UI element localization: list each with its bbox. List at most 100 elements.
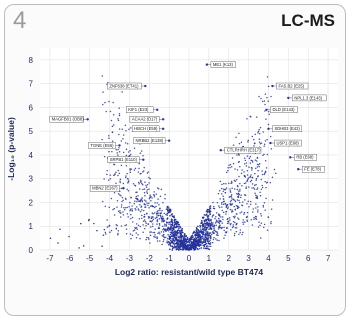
data-point (251, 169, 253, 171)
data-point (164, 236, 167, 239)
data-point (199, 228, 202, 230)
data-point (121, 200, 123, 203)
data-point (135, 236, 138, 239)
data-point (166, 237, 169, 240)
data-point (222, 211, 225, 214)
data-point (212, 222, 214, 224)
data-point (174, 230, 177, 232)
data-point (230, 195, 233, 198)
data-point (188, 242, 191, 244)
data-point (156, 240, 159, 242)
point-label-text: RB (E68) (296, 155, 314, 160)
data-point (224, 234, 226, 237)
data-point (190, 248, 192, 250)
x-tick-label: -1 (166, 254, 174, 263)
data-point (235, 213, 238, 215)
data-point (125, 154, 128, 157)
data-point (155, 193, 158, 195)
data-point (218, 205, 220, 207)
data-point (203, 247, 205, 249)
data-point (224, 231, 227, 233)
data-point (255, 218, 258, 221)
data-point (159, 207, 161, 210)
point-label-text: FAS.B2 (E25) (278, 83, 304, 88)
data-point (181, 244, 184, 247)
data-point (184, 248, 187, 250)
data-point (183, 233, 186, 236)
data-point (186, 238, 188, 241)
data-point (243, 211, 246, 214)
data-point (129, 233, 132, 235)
data-point (216, 239, 218, 241)
data-point (246, 203, 248, 205)
data-point (109, 231, 111, 233)
data-point (157, 198, 159, 200)
data-point (226, 222, 229, 225)
data-point (208, 211, 211, 214)
data-point (166, 212, 169, 215)
y-tick-label: 7 (29, 80, 34, 89)
data-point (164, 193, 166, 196)
data-point (168, 235, 171, 237)
data-point (259, 143, 262, 145)
data-point (141, 171, 144, 173)
data-point (178, 227, 180, 230)
data-point (146, 213, 148, 215)
data-point (180, 236, 183, 239)
data-point (159, 232, 161, 235)
data-point (228, 182, 230, 184)
data-point (247, 141, 249, 143)
data-point (233, 234, 236, 237)
data-point (199, 224, 201, 227)
data-point (207, 215, 210, 217)
data-point (129, 171, 132, 173)
data-point (221, 187, 223, 190)
data-point (256, 163, 259, 166)
data-point (223, 237, 225, 239)
y-tick-label: 3 (29, 175, 34, 184)
data-point (138, 162, 140, 165)
data-point (150, 221, 153, 223)
data-point (233, 179, 236, 182)
data-point (230, 180, 233, 183)
data-point (211, 223, 214, 226)
data-point (200, 247, 203, 249)
data-point (169, 233, 172, 236)
data-point (118, 151, 121, 153)
data-point (235, 192, 238, 195)
data-point (118, 107, 120, 109)
data-point (231, 187, 233, 189)
data-point (246, 220, 249, 222)
data-point (117, 148, 119, 151)
data-point (196, 243, 199, 246)
data-point (237, 161, 240, 164)
data-point (265, 197, 267, 200)
data-point (179, 248, 182, 251)
data-point (205, 245, 208, 248)
data-point (208, 240, 211, 243)
point-label-text: SRPB1 (E110) (110, 157, 138, 162)
point-label: FE (E78) (302, 165, 325, 173)
data-point (258, 141, 261, 143)
data-point (143, 188, 146, 190)
data-point (198, 233, 201, 236)
data-point (142, 231, 144, 233)
data-point (142, 220, 145, 222)
data-point (105, 233, 107, 235)
point-label: USP1 (E68) (274, 139, 302, 147)
y-axis-label: -Log₁₀ (p-value) (6, 117, 16, 181)
x-tick-label: 5 (286, 254, 291, 263)
data-point (153, 194, 156, 196)
data-point (250, 219, 252, 221)
x-tick-labels: -7 -6 -5 -4 -3 -2 -1 0 1 2 3 4 5 6 7 (46, 254, 330, 263)
data-point (201, 228, 204, 230)
point-label: MBN2 (E267) (89, 185, 120, 192)
data-point (156, 220, 159, 223)
data-point (207, 242, 210, 244)
data-point (263, 201, 266, 204)
data-point (170, 235, 173, 237)
point-label-box (107, 82, 142, 90)
data-point (117, 193, 120, 195)
data-point (205, 213, 208, 215)
data-point (103, 155, 106, 158)
